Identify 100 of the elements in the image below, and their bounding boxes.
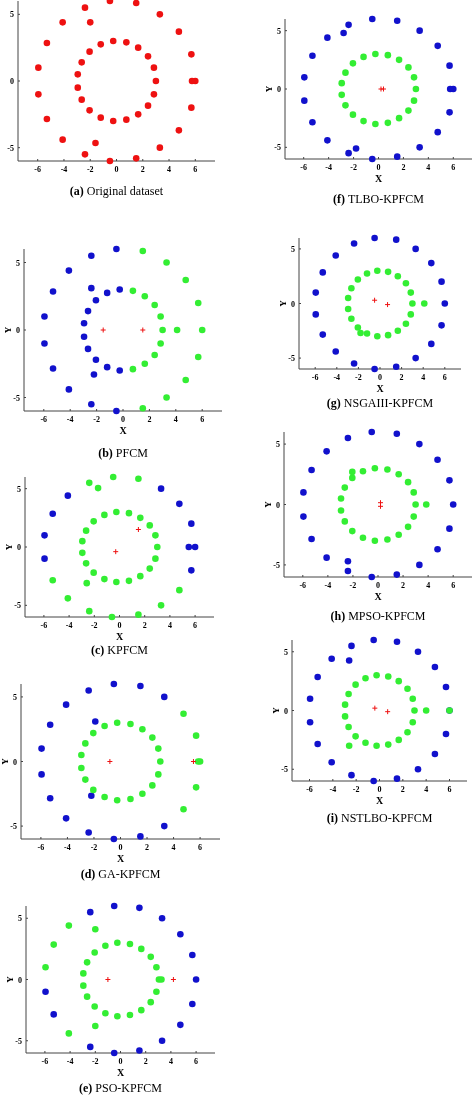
point <box>348 315 355 323</box>
point <box>82 527 90 534</box>
point <box>309 52 316 60</box>
point <box>170 976 177 983</box>
point <box>157 602 165 609</box>
point <box>442 683 450 691</box>
point <box>101 793 108 801</box>
point <box>137 1006 145 1014</box>
x-tick-label: 4 <box>173 415 178 424</box>
point <box>349 60 357 67</box>
y-tick-label: -5 <box>274 143 281 153</box>
point <box>41 555 48 562</box>
point <box>91 1003 98 1010</box>
x-tick-label: 4 <box>426 581 431 590</box>
point <box>352 733 359 740</box>
point <box>323 448 330 455</box>
point <box>59 19 66 26</box>
x-tick-label: -2 <box>355 373 362 382</box>
x-tick-label: -2 <box>86 165 94 174</box>
point <box>410 513 418 520</box>
point <box>82 560 90 567</box>
point <box>345 21 352 29</box>
point <box>110 680 118 688</box>
point <box>134 44 142 51</box>
point <box>446 109 453 116</box>
point <box>431 663 439 671</box>
point <box>344 434 352 442</box>
point <box>92 1022 99 1030</box>
point <box>384 331 392 339</box>
x-tick-label: -4 <box>60 165 68 174</box>
point <box>380 86 387 92</box>
point <box>86 1043 94 1051</box>
y-tick-label: -5 <box>10 822 17 832</box>
point <box>90 518 97 525</box>
point <box>42 988 49 996</box>
point <box>395 677 403 685</box>
point <box>136 572 144 580</box>
point <box>125 509 133 517</box>
point <box>92 925 99 933</box>
point <box>349 111 357 118</box>
point <box>345 742 353 750</box>
point <box>83 993 91 1000</box>
point <box>422 707 430 714</box>
x-axis-title: X <box>115 631 124 642</box>
point <box>135 526 142 533</box>
point <box>409 718 417 726</box>
x-tick-label: 0 <box>376 581 380 590</box>
point <box>160 822 168 830</box>
point <box>314 673 321 681</box>
point <box>50 1011 58 1018</box>
point <box>190 758 197 765</box>
point <box>116 367 123 374</box>
point <box>352 681 359 688</box>
point <box>392 363 400 371</box>
y-tick-label: 5 <box>16 258 20 268</box>
point <box>350 240 358 247</box>
point <box>80 970 87 977</box>
point <box>43 39 51 47</box>
point <box>101 511 108 519</box>
point <box>150 64 158 71</box>
point <box>312 311 320 318</box>
point <box>163 259 170 266</box>
x-tick-label: 4 <box>171 843 176 852</box>
y-tick-label: 5 <box>277 26 281 36</box>
point <box>410 74 418 81</box>
point <box>41 313 48 320</box>
point <box>84 345 92 353</box>
x-tick-label: -6 <box>37 843 45 852</box>
point <box>344 557 352 565</box>
x-tick-label: 2 <box>142 621 147 630</box>
x-tick-label: 2 <box>140 165 145 174</box>
point <box>157 758 164 765</box>
point <box>323 554 330 561</box>
x-tick-label: 0 <box>118 843 123 852</box>
point <box>438 322 445 329</box>
point <box>409 300 416 307</box>
x-tick-label: 6 <box>451 163 456 172</box>
point <box>102 942 109 950</box>
point <box>108 613 116 621</box>
point <box>404 478 412 486</box>
point <box>112 548 119 555</box>
x-tick-label: -4 <box>333 373 341 382</box>
point <box>416 144 423 151</box>
point <box>340 29 347 37</box>
point <box>92 356 100 363</box>
text: (e) PSO-KPFCM <box>78 1081 163 1095</box>
x-tick-label: -6 <box>40 621 48 630</box>
point <box>192 784 200 791</box>
x-tick-label: -4 <box>324 581 332 590</box>
point <box>373 671 380 679</box>
point <box>123 39 130 46</box>
point <box>349 527 356 535</box>
x-tick-label: 6 <box>194 1057 199 1066</box>
point <box>152 555 159 562</box>
point <box>81 151 89 158</box>
point <box>106 157 114 165</box>
point <box>393 153 401 160</box>
x-tick-label: 6 <box>451 581 456 590</box>
x-tick-label: -6 <box>311 373 319 382</box>
point <box>153 988 160 996</box>
